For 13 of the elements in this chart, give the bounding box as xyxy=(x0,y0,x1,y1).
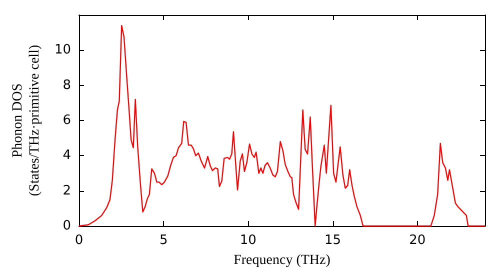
x-tick-label: 15 xyxy=(324,233,342,248)
y-tick-label: 4 xyxy=(62,148,71,164)
x-tick-label: 5 xyxy=(159,233,168,248)
y-tick-label: 8 xyxy=(62,78,71,93)
x-tick-label: 10 xyxy=(240,233,256,248)
x-axis-title: Frequency (THz) xyxy=(234,252,331,268)
y-tick-label: 2 xyxy=(62,183,71,198)
x-tick-label: 20 xyxy=(409,233,426,248)
y-tick-label: 10 xyxy=(54,42,71,58)
y-axis-title: Phonon DOS (States/THz·primitive cell) xyxy=(10,44,43,196)
y-tick-label: 0 xyxy=(62,218,71,234)
y-tick-label: 6 xyxy=(62,113,71,128)
x-tick-label: 0 xyxy=(74,233,84,248)
